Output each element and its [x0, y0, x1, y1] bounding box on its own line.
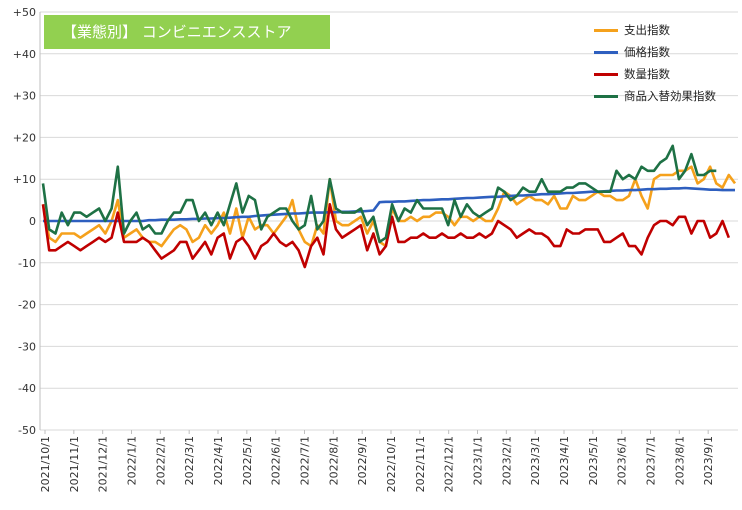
x-tick-label: 2022/8/1 [327, 436, 340, 485]
y-tick-label: -50 [18, 424, 36, 437]
x-tick-label: 2022/3/1 [183, 436, 196, 485]
y-axis-tick-labels: +50 +40 +30 +20 +10 0 -10 -20 -30 -40 -50 [13, 6, 36, 437]
legend-swatch-quantity [594, 72, 618, 76]
y-tick-label: 0 [29, 215, 36, 228]
x-tick-label: 2023/4/1 [558, 436, 571, 485]
x-tick-label: 2022/4/1 [212, 436, 225, 485]
x-tick-label: 2022/2/1 [154, 436, 167, 485]
x-tick-label: 2023/7/1 [645, 436, 658, 485]
x-tick-label: 2022/12/1 [443, 436, 456, 492]
x-tick-label: 2023/8/1 [673, 436, 686, 485]
x-tick-label: 2023/6/1 [616, 436, 629, 485]
x-tick-label: 2023/1/1 [472, 436, 485, 485]
x-tick-label: 2021/10/1 [39, 436, 52, 492]
legend-item-spending: 支出指数 [594, 19, 716, 41]
x-tick-label: 2022/11/1 [414, 436, 427, 492]
legend-swatch-replacement [594, 94, 618, 98]
x-tick-label: 2022/9/1 [356, 436, 369, 485]
x-tick-label: 2022/6/1 [270, 436, 283, 485]
x-tick-label: 2022/1/1 [126, 436, 139, 485]
y-tick-label: +20 [13, 131, 36, 144]
y-tick-label: +30 [13, 90, 36, 103]
y-tick-label: -10 [18, 257, 36, 270]
x-tick-label: 2023/5/1 [587, 436, 600, 485]
y-tick-label: +10 [13, 173, 36, 186]
x-tick-label: 2022/7/1 [299, 436, 312, 485]
y-tick-label: -40 [18, 382, 36, 395]
x-tick-label: 2023/9/1 [702, 436, 715, 485]
legend-swatch-price [594, 50, 618, 54]
x-tick-label: 2022/10/1 [385, 436, 398, 492]
series-lines [41, 144, 737, 269]
x-tick-label: 2022/5/1 [241, 436, 254, 485]
legend: 支出指数 価格指数 数量指数 商品入替効果指数 [594, 19, 716, 107]
y-tick-label: +40 [13, 48, 36, 61]
y-tick-label: -30 [18, 340, 36, 353]
legend-label-price: 価格指数 [624, 45, 670, 59]
x-tick-label: 2023/3/1 [529, 436, 542, 485]
x-tick-label: 2021/11/1 [68, 436, 81, 492]
x-tick-label: 2023/2/1 [500, 436, 513, 485]
x-axis-tick-labels: 2021/10/1 2021/11/1 2021/12/1 2022/1/1 2022/… [39, 430, 715, 492]
legend-label-replacement: 商品入替効果指数 [624, 89, 716, 103]
chart-title: 【業態別】 コンビニエンスストア [44, 15, 330, 49]
y-tick-label: -20 [18, 299, 36, 312]
legend-label-quantity: 数量指数 [624, 67, 670, 81]
x-tick-label: 2021/12/1 [97, 436, 110, 492]
series-line-quantity [41, 203, 731, 269]
legend-label-spending: 支出指数 [624, 23, 670, 37]
legend-swatch-spending [594, 28, 618, 32]
legend-item-quantity: 数量指数 [594, 63, 716, 85]
legend-item-price: 価格指数 [594, 41, 716, 63]
y-tick-label: +50 [13, 6, 36, 19]
series-line-price [43, 186, 735, 223]
series-line-replacement [41, 144, 717, 244]
legend-item-replacement: 商品入替効果指数 [594, 85, 716, 107]
